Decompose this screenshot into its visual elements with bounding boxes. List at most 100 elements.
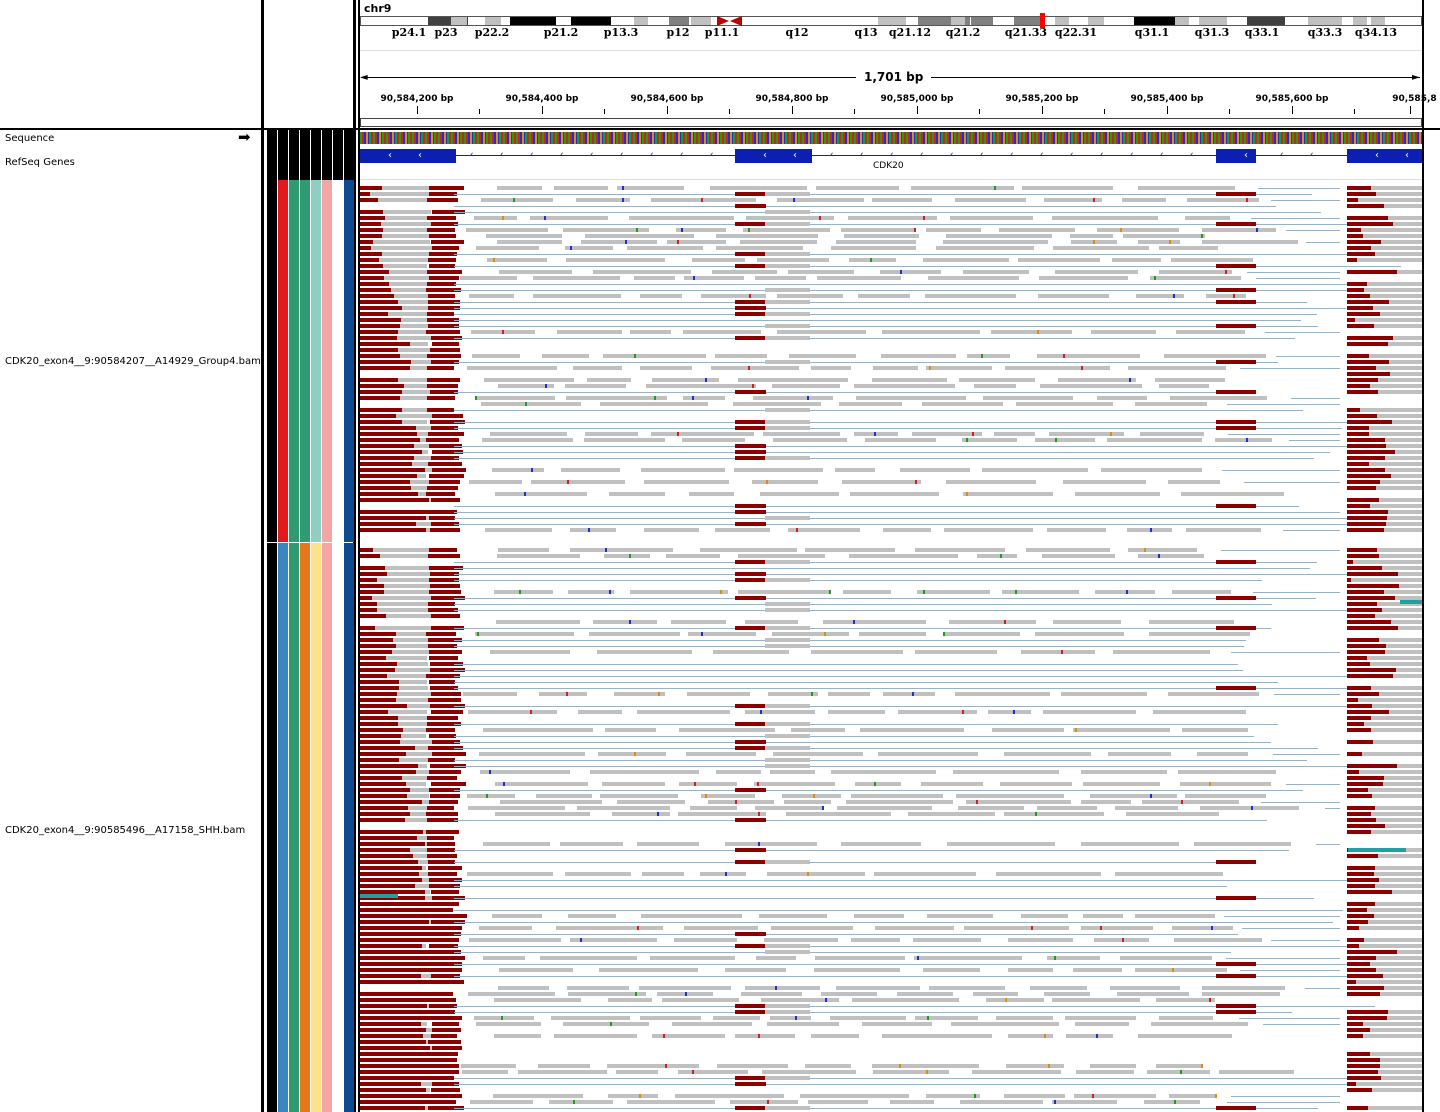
split-read-line [1264, 332, 1340, 333]
read [765, 1004, 810, 1008]
read [409, 366, 434, 370]
read [1136, 294, 1185, 298]
read [765, 734, 810, 738]
mismatch [570, 246, 573, 250]
mismatch [692, 276, 695, 280]
chromosome-ideogram[interactable] [360, 16, 1422, 26]
gene-name-label[interactable]: CDK20 [873, 161, 904, 171]
read [656, 992, 714, 996]
attribute-cell [311, 180, 321, 542]
strand-chevron-icon: ‹ [1310, 150, 1314, 160]
strand-arrow-icon[interactable]: ➡ [238, 128, 251, 146]
soft-clip [1347, 1010, 1388, 1014]
read [717, 1064, 788, 1068]
read [897, 710, 978, 714]
sequence-track[interactable] [360, 132, 1422, 144]
soft-clip [360, 590, 384, 594]
read [642, 872, 684, 876]
read [1359, 312, 1422, 316]
soft-clip [360, 626, 376, 630]
bam-track-label-2[interactable]: CDK20_exon4__9:90585496__A17158_SHH.bam [5, 825, 246, 836]
soft-clip [428, 462, 463, 466]
chromosome-name[interactable]: chr9 [364, 2, 392, 15]
read [960, 1100, 1044, 1104]
soft-clip [429, 480, 460, 484]
mismatch [1099, 926, 1102, 930]
bam-track-label-1[interactable]: CDK20_exon4__9:90584207__A14929_Group4.b… [5, 356, 261, 367]
soft-clip [360, 186, 383, 190]
band-label: q31.1 [1134, 26, 1170, 39]
ruler-bar[interactable] [360, 118, 1422, 127]
soft-clip [360, 486, 411, 490]
read [701, 294, 766, 298]
read [765, 312, 810, 316]
read [842, 590, 891, 594]
soft-clip [426, 486, 459, 490]
attribute-cell [300, 543, 310, 1112]
mismatch [629, 620, 632, 624]
soft-clip [426, 674, 460, 678]
soft-clip [1347, 872, 1374, 876]
sequence-track-label[interactable]: Sequence [5, 133, 55, 144]
read [1202, 240, 1298, 244]
soft-clip [427, 818, 458, 822]
soft-clip [360, 848, 411, 852]
read [772, 438, 848, 442]
read [385, 216, 435, 220]
ideogram-band [1088, 17, 1104, 25]
read [816, 186, 900, 190]
mismatch [1125, 590, 1128, 594]
soft-clip [360, 1106, 426, 1110]
read [400, 318, 434, 322]
soft-clip [427, 294, 456, 298]
mismatch [694, 782, 697, 786]
soft-clip [360, 1100, 431, 1104]
mismatch [1004, 620, 1007, 624]
split-read-line [1285, 230, 1340, 231]
soft-clip [360, 584, 385, 588]
soft-clip [1347, 812, 1371, 816]
soft-clip [431, 938, 459, 942]
ideogram-band [1014, 17, 1040, 25]
soft-clip [360, 1004, 427, 1008]
soft-clip [426, 992, 453, 996]
read [850, 938, 900, 942]
read [604, 728, 657, 732]
read [1182, 728, 1249, 732]
split-read-line [454, 580, 1262, 581]
mismatch [1063, 354, 1066, 358]
soft-clip [735, 1010, 766, 1014]
soft-clip [1347, 824, 1386, 828]
current-region-marker[interactable] [1040, 13, 1045, 28]
soft-clip [430, 668, 466, 672]
alignment-track-2[interactable] [360, 548, 1422, 1112]
band-label: p11.1 [704, 26, 740, 39]
read [1352, 812, 1422, 816]
read [1035, 438, 1096, 442]
soft-clip [735, 860, 766, 864]
soft-clip [431, 1082, 459, 1086]
soft-clip [360, 1064, 439, 1068]
soft-clip [360, 728, 403, 732]
read [1215, 438, 1272, 442]
split-read-line [1220, 550, 1340, 551]
band-label: q21.12 [888, 26, 932, 39]
soft-clip [1347, 378, 1378, 382]
refseq-track-label[interactable]: RefSeq Genes [5, 157, 75, 168]
attribute-cell [333, 180, 343, 542]
read [899, 468, 970, 472]
alignment-track-1[interactable] [360, 186, 1422, 538]
soft-clip [360, 974, 422, 978]
soft-clip [1347, 1052, 1371, 1056]
mismatch [1233, 294, 1236, 298]
soft-clip [360, 722, 398, 726]
read [1004, 1094, 1065, 1098]
read [415, 884, 434, 888]
read [1037, 294, 1110, 298]
soft-clip [735, 1082, 766, 1086]
read [831, 770, 936, 774]
read [1368, 438, 1422, 442]
soft-clip [360, 788, 411, 792]
soft-clip [1347, 620, 1392, 624]
read [563, 1022, 649, 1026]
